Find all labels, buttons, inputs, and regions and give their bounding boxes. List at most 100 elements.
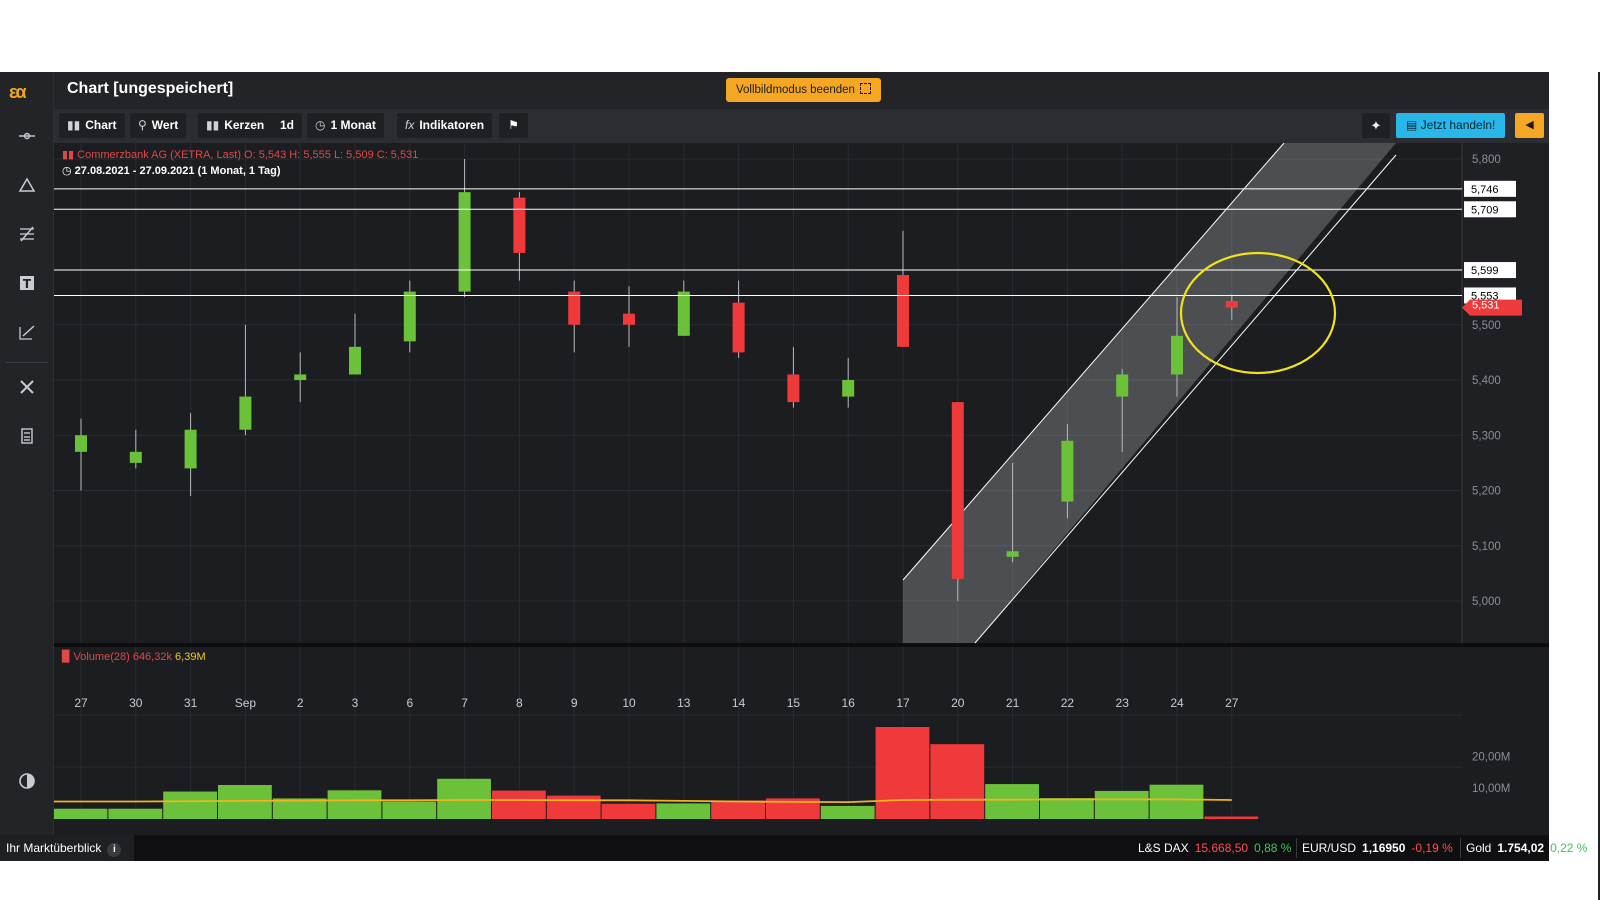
x-tick-label: 13 (677, 696, 691, 710)
candle-body (403, 291, 416, 342)
volume-bar (711, 800, 765, 819)
function-icon: fx (405, 118, 415, 132)
volume-bar (108, 808, 163, 819)
ticker-item-eurusd[interactable]: EUR/USD 1,16950 -0,19 % (1302, 835, 1453, 861)
svg-text:T: T (23, 277, 32, 291)
volume-bar (601, 803, 656, 819)
value-search-button[interactable]: ⚲ Wert (130, 113, 187, 138)
candle-body (1116, 374, 1129, 397)
trendline-icon[interactable] (14, 323, 40, 349)
x-tick-label: 16 (842, 696, 856, 710)
candle-body (1225, 300, 1238, 308)
level-label-bg (1464, 201, 1516, 218)
last-price-tag (1462, 299, 1522, 316)
ticker-name: Gold (1466, 841, 1492, 855)
x-tick-label: 3 (352, 696, 359, 710)
value-search-label: Wert (151, 118, 179, 132)
market-overview-button[interactable]: Ihr Marktüberblick i (0, 835, 134, 861)
trend-channel-upper (902, 143, 1285, 581)
volume-bar (382, 801, 437, 819)
volume-bar (766, 798, 820, 819)
sparkle-icon: ✦ (1370, 118, 1382, 133)
ticker-item-gold[interactable]: Gold 1.754,02 0,22 % (1466, 835, 1587, 861)
tools-icon[interactable] (14, 378, 40, 404)
candles-button[interactable]: ▮▮ Kerzen (198, 113, 273, 138)
market-overview-label: Ihr Marktüberblick (6, 841, 102, 855)
volume-y-tick-label: 10,00M (1472, 783, 1510, 795)
x-tick-label: 14 (732, 696, 746, 710)
candle-body (568, 291, 581, 325)
ticket-icon: ▤ (1406, 118, 1421, 132)
level-label: 5,599 (1471, 265, 1499, 277)
candle-body (842, 380, 855, 397)
volume-bar (930, 744, 985, 819)
volume-bar (327, 790, 382, 819)
ticker-divider (1296, 838, 1297, 858)
candle-body (1171, 335, 1183, 375)
exit-fullscreen-button[interactable]: Vollbildmodus beenden (726, 78, 881, 102)
candle-body (623, 313, 635, 325)
ticker-value: 1.754,02 (1497, 841, 1545, 855)
y-tick-label: 5,200 (1472, 486, 1501, 498)
bookmark-button[interactable]: ⚑ (499, 113, 528, 138)
trade-now-button[interactable]: ▤ Jetzt handeln! (1396, 113, 1506, 138)
x-tick-label: 10 (622, 696, 636, 710)
candle-body (129, 451, 142, 463)
x-tick-label: 6 (406, 696, 413, 710)
bar-chart-icon: ▉ (62, 651, 74, 663)
text-icon[interactable]: T (14, 274, 40, 300)
collapse-panel-button[interactable]: ◀ (1515, 113, 1544, 138)
level-label-bg (1464, 262, 1516, 279)
drawing-tools-icon[interactable] (14, 225, 40, 251)
ticker-change: 0,88 % (1254, 841, 1292, 855)
rail-divider (6, 362, 48, 363)
search-icon: ⚲ (138, 118, 147, 132)
volume-bar (1204, 816, 1259, 819)
ohlc-legend: ▮▮ Commerzbank AG (XETRA, Last) O: 5,543… (62, 148, 418, 161)
volume-bar (875, 727, 930, 819)
candle-body (1061, 440, 1074, 502)
y-tick-label: 5,400 (1472, 375, 1501, 387)
chart-type-label: Chart (85, 118, 117, 132)
logo[interactable]: εα (9, 82, 27, 102)
ticker-divider (1460, 838, 1461, 858)
x-tick-label: 23 (1116, 696, 1130, 710)
ohlc-text: Commerzbank AG (XETRA, Last) O: 5,543 H:… (77, 149, 419, 161)
title-bar: Chart [ungespeichert] Vollbildmodus been… (54, 72, 1549, 109)
candles-label: Kerzen (224, 118, 265, 132)
volume-y-tick-label: 20,00M (1472, 752, 1510, 764)
triangle-icon[interactable] (14, 176, 40, 202)
interval-button[interactable]: 1d (272, 113, 303, 138)
x-tick-label: 24 (1170, 696, 1184, 710)
contrast-icon[interactable] (14, 772, 40, 798)
pane-divider (54, 643, 1549, 647)
highlight-ellipse (1179, 251, 1337, 375)
chart-toolbar: ▮▮ Chart ⚲ Wert ▮▮ Kerzen 1d ◷ 1 Monat fx Ind… (54, 109, 1549, 143)
interval-label: 1d (280, 118, 295, 132)
period-button[interactable]: ◷ 1 Monat (307, 113, 384, 138)
info-icon: i (107, 843, 122, 857)
x-tick-label: 8 (516, 696, 523, 710)
calculator-icon[interactable] (14, 427, 40, 453)
last-price-label: 5,531 (1472, 300, 1500, 312)
volume-bar (1040, 798, 1094, 819)
candles-icon: ▮▮ (206, 118, 220, 132)
volume-bar (656, 803, 711, 819)
candle-body (677, 291, 690, 336)
candle-body (897, 275, 909, 347)
auto-analysis-button[interactable]: ✦ (1362, 113, 1390, 138)
volume-ma-line (54, 798, 1232, 804)
x-tick-label: 27 (74, 696, 88, 710)
candle-body (513, 197, 526, 253)
volume-bar (492, 790, 546, 819)
candle-body (1006, 551, 1019, 557)
ticker-value: 1,16950 (1362, 841, 1406, 855)
x-tick-label: 17 (896, 696, 910, 710)
crosshair-icon[interactable] (14, 127, 40, 153)
y-tick-label: 5,300 (1472, 430, 1501, 442)
ticker-item-dax[interactable]: L&S DAX 15.668,50 0,88 % (1138, 835, 1291, 861)
chart-type-button[interactable]: ▮▮ Chart (59, 113, 125, 138)
volume-bar (218, 785, 272, 819)
indicators-button[interactable]: fx Indikatoren (397, 113, 493, 138)
